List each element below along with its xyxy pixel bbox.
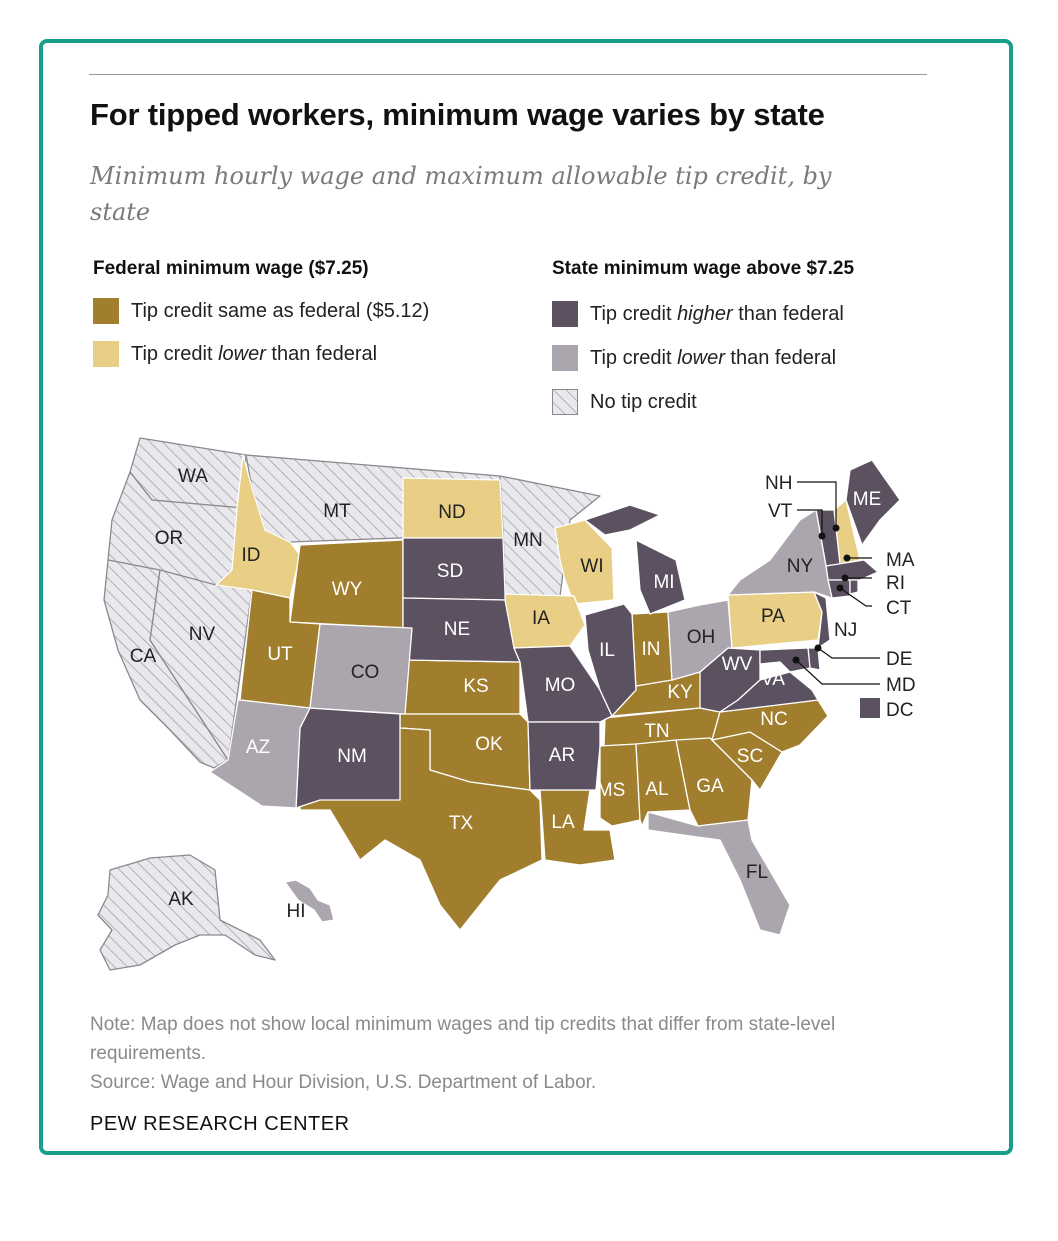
legend-swatch-state-lower bbox=[552, 345, 578, 371]
note-text: Note: Map does not show local minimum wa… bbox=[90, 1014, 836, 1064]
legend-label-federal-same: Tip credit same as federal ($5.12) bbox=[131, 299, 430, 322]
state-SD bbox=[402, 537, 506, 601]
label-OK: OK bbox=[475, 734, 503, 755]
state-MI-UP bbox=[584, 504, 661, 536]
label-FL: FL bbox=[746, 862, 768, 883]
state-AR bbox=[527, 721, 601, 791]
legend-label-no-credit: No tip credit bbox=[590, 390, 697, 413]
state-LA bbox=[539, 789, 616, 866]
legend-state-lower: Tip credit lower than federal bbox=[552, 345, 836, 371]
label-TX: TX bbox=[449, 813, 474, 834]
label-MN: MN bbox=[513, 530, 543, 551]
label-CT: CT bbox=[886, 598, 912, 619]
label-IN: IN bbox=[642, 639, 661, 660]
label-DC: DC bbox=[886, 700, 913, 721]
state-MI bbox=[635, 539, 686, 615]
label-MO: MO bbox=[545, 675, 576, 696]
label-SC: SC bbox=[737, 746, 763, 767]
label-KY: KY bbox=[667, 682, 693, 703]
legend-state-heading: State minimum wage above $7.25 bbox=[552, 258, 855, 279]
chart-title: For tipped workers, minimum wage varies … bbox=[90, 97, 825, 132]
legend-federal-same: Tip credit same as federal ($5.12) bbox=[93, 298, 429, 324]
label-LA: LA bbox=[551, 812, 575, 833]
label-NY: NY bbox=[787, 556, 814, 577]
label-CO: CO bbox=[351, 662, 380, 683]
label-NC: NC bbox=[760, 709, 787, 730]
label-MT: MT bbox=[323, 501, 351, 522]
label-RI: RI bbox=[886, 573, 905, 594]
state-AZ bbox=[209, 699, 311, 809]
label-HI: HI bbox=[287, 901, 306, 922]
label-MS: MS bbox=[597, 780, 626, 801]
legend-label-state-higher: Tip credit higher than federal bbox=[590, 302, 844, 325]
label-NE: NE bbox=[444, 619, 470, 640]
label-UT: UT bbox=[267, 644, 293, 665]
label-WI: WI bbox=[580, 556, 603, 577]
label-PA: PA bbox=[761, 606, 785, 627]
label-KS: KS bbox=[463, 676, 488, 697]
legend-label-federal-lower: Tip credit lower than federal bbox=[131, 342, 378, 365]
label-DE: DE bbox=[886, 649, 912, 670]
state-ME bbox=[845, 459, 901, 546]
state-MO bbox=[513, 645, 613, 723]
legend-swatch-federal-lower bbox=[93, 341, 119, 367]
label-NV: NV bbox=[189, 624, 216, 645]
label-MD: MD bbox=[886, 675, 916, 696]
label-AK: AK bbox=[168, 889, 194, 910]
label-MI: MI bbox=[653, 572, 674, 593]
state-AK bbox=[97, 854, 276, 971]
label-WV: WV bbox=[722, 654, 753, 675]
label-TN: TN bbox=[644, 721, 669, 742]
legend-swatch-no-credit bbox=[552, 389, 578, 415]
label-WA: WA bbox=[178, 466, 208, 487]
label-ME: ME bbox=[853, 489, 882, 510]
legend-federal-heading: Federal minimum wage ($7.25) bbox=[93, 258, 369, 279]
state-MS bbox=[599, 743, 641, 827]
label-SD: SD bbox=[437, 561, 463, 582]
label-OR: OR bbox=[155, 528, 184, 549]
label-GA: GA bbox=[696, 776, 724, 797]
label-ID: ID bbox=[242, 545, 261, 566]
label-AR: AR bbox=[549, 745, 575, 766]
legend-label-state-lower: Tip credit lower than federal bbox=[590, 346, 837, 369]
state-RI bbox=[849, 579, 859, 595]
source-text: Source: Wage and Hour Division, U.S. Dep… bbox=[90, 1072, 597, 1093]
legend-swatch-federal-same bbox=[93, 298, 119, 324]
label-WY: WY bbox=[332, 579, 363, 600]
state-NJ bbox=[813, 591, 831, 649]
legend-no-credit: No tip credit bbox=[552, 389, 697, 415]
state-OH bbox=[667, 599, 733, 681]
label-NH: NH bbox=[765, 473, 792, 494]
state-MD bbox=[759, 647, 811, 673]
state-WI bbox=[554, 519, 615, 605]
legend-swatch-state-higher bbox=[552, 301, 578, 327]
top-rule bbox=[89, 74, 927, 75]
label-ND: ND bbox=[438, 502, 465, 523]
label-VT: VT bbox=[768, 501, 793, 522]
chart-subtitle: Minimum hourly wage and maximum allowabl… bbox=[90, 162, 832, 226]
brand-footer: PEW RESEARCH CENTER bbox=[90, 1113, 350, 1135]
label-IL: IL bbox=[599, 640, 615, 661]
state-HI bbox=[284, 879, 335, 923]
label-NM: NM bbox=[337, 746, 367, 767]
notes-block: Note: Map does not show local minimum wa… bbox=[90, 1010, 920, 1097]
label-MA: MA bbox=[886, 550, 915, 571]
label-AZ: AZ bbox=[246, 737, 271, 758]
state-NY bbox=[727, 509, 833, 599]
label-AL: AL bbox=[645, 779, 668, 800]
state-FL bbox=[647, 811, 791, 936]
label-VA: VA bbox=[761, 669, 785, 690]
label-NJ: NJ bbox=[834, 620, 857, 641]
state-CO bbox=[309, 623, 413, 715]
label-CA: CA bbox=[130, 646, 157, 667]
dc-swatch bbox=[860, 698, 880, 718]
legend-federal-lower: Tip credit lower than federal bbox=[93, 341, 377, 367]
legend-state-higher: Tip credit higher than federal bbox=[552, 301, 844, 327]
state-IL bbox=[584, 603, 637, 717]
label-OH: OH bbox=[687, 627, 716, 648]
label-IA: IA bbox=[532, 608, 550, 629]
